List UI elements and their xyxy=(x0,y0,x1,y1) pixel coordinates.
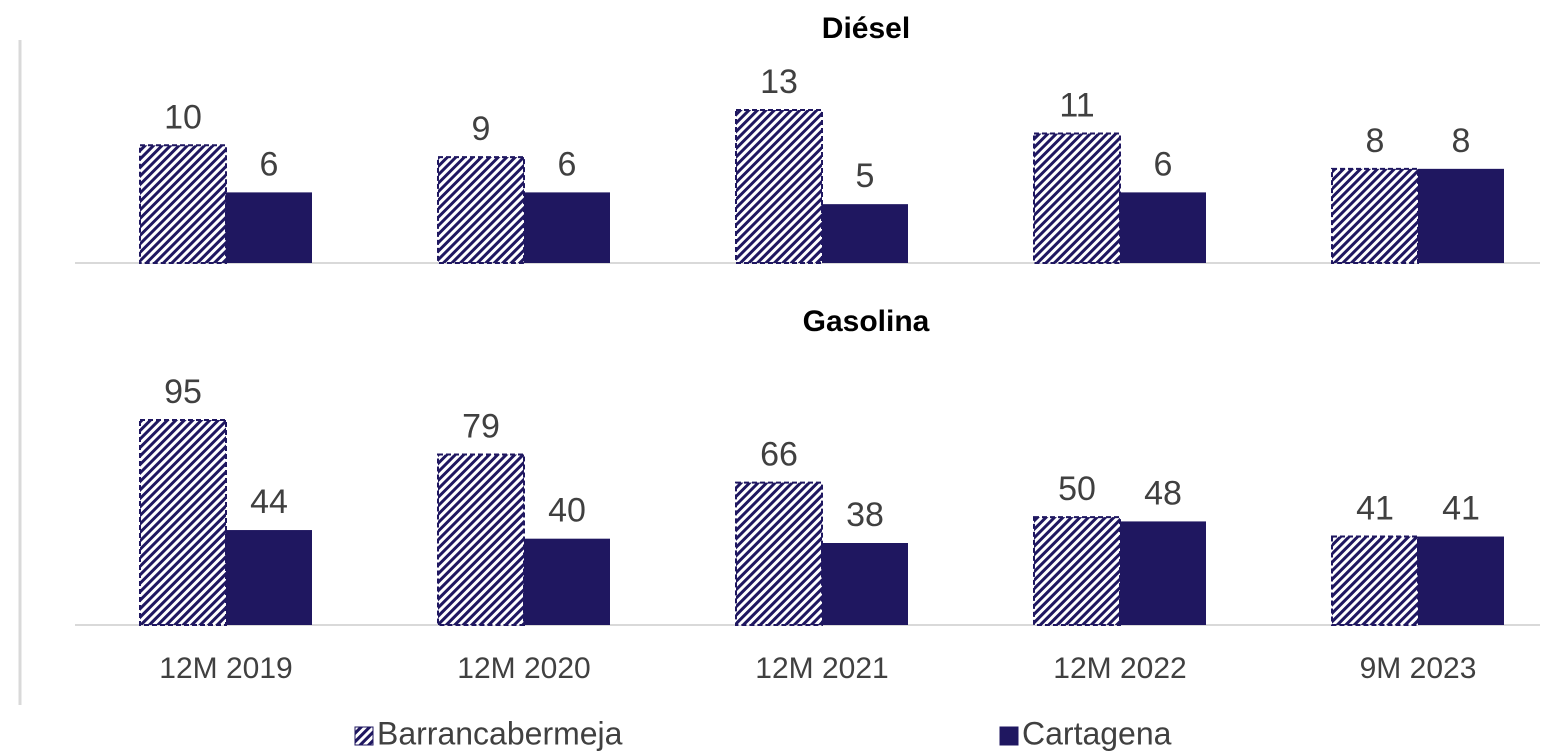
value-label: 50 xyxy=(1058,470,1096,508)
bar xyxy=(735,109,823,264)
panel-title: Gasolina xyxy=(803,305,930,338)
panel-title: Diésel xyxy=(822,12,910,45)
bar xyxy=(1120,192,1206,263)
bar xyxy=(1418,168,1504,263)
bar xyxy=(822,204,908,263)
bar xyxy=(226,530,312,625)
bar xyxy=(524,192,610,263)
bar xyxy=(735,481,823,626)
value-label: 48 xyxy=(1144,474,1182,512)
value-label: 66 xyxy=(760,436,798,474)
bar xyxy=(822,543,908,625)
value-label: 44 xyxy=(250,483,288,521)
bar xyxy=(437,453,525,626)
x-tick-label: 9M 2023 xyxy=(1360,652,1477,685)
value-label: 38 xyxy=(846,496,884,534)
bar xyxy=(1120,521,1206,625)
value-label: 8 xyxy=(1452,122,1471,160)
bar xyxy=(139,144,227,264)
value-label: 40 xyxy=(548,492,586,530)
legend-swatch xyxy=(354,726,374,746)
x-tick-label: 12M 2022 xyxy=(1053,652,1186,685)
value-label: 41 xyxy=(1442,490,1480,528)
legend-label: Cartagena xyxy=(1022,715,1172,751)
value-label: 6 xyxy=(558,145,577,183)
value-label: 13 xyxy=(760,63,798,101)
legend-label: Barrancabermeja xyxy=(377,715,623,751)
legend-swatch xyxy=(999,726,1019,746)
bar xyxy=(1033,132,1121,264)
x-tick-label: 12M 2020 xyxy=(457,652,590,685)
bar xyxy=(1331,167,1419,265)
bar xyxy=(524,538,610,625)
value-label: 5 xyxy=(856,157,875,195)
value-label: 9 xyxy=(472,110,491,148)
value-label: 10 xyxy=(164,98,202,136)
bar xyxy=(226,192,312,263)
value-label: 11 xyxy=(1059,87,1094,125)
x-tick-label: 12M 2019 xyxy=(159,652,292,685)
value-label: 79 xyxy=(462,408,500,446)
bar xyxy=(437,156,525,264)
value-label: 6 xyxy=(260,145,279,183)
bar xyxy=(1033,516,1121,627)
x-tick-label: 12M 2021 xyxy=(755,652,888,685)
bar xyxy=(139,419,227,626)
value-label: 41 xyxy=(1356,490,1394,528)
value-label: 8 xyxy=(1366,122,1385,160)
value-label: 95 xyxy=(164,373,202,411)
value-label: 6 xyxy=(1154,145,1173,183)
bar xyxy=(1331,535,1419,626)
bar xyxy=(1418,536,1504,625)
